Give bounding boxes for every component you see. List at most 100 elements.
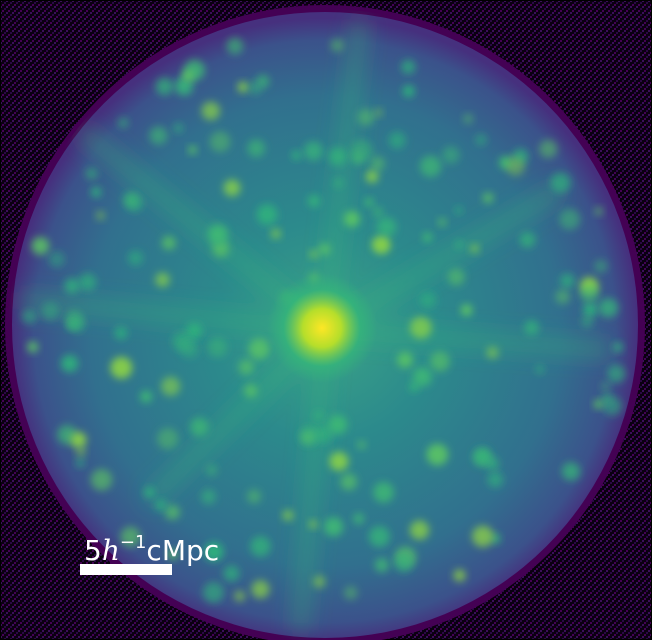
halo <box>248 80 263 95</box>
halo <box>469 243 480 254</box>
halo <box>313 575 326 588</box>
halo <box>27 341 39 353</box>
halo <box>364 197 374 207</box>
halo <box>454 240 464 250</box>
halo <box>161 235 176 250</box>
halo <box>21 309 37 324</box>
halo <box>174 77 194 96</box>
halo <box>580 284 599 304</box>
central-halo <box>267 273 377 383</box>
halo <box>422 232 433 243</box>
halo <box>207 224 228 245</box>
halo <box>333 178 344 189</box>
halo <box>244 384 258 398</box>
scale-bar <box>80 564 172 575</box>
halo <box>560 273 575 289</box>
halo <box>323 517 344 537</box>
halo <box>357 440 366 450</box>
halo <box>186 322 203 339</box>
halo <box>550 172 571 193</box>
halo <box>486 346 499 359</box>
halo <box>250 536 271 557</box>
halo <box>256 204 278 225</box>
unit-symbol: h <box>102 534 120 567</box>
halo <box>368 526 390 548</box>
halo <box>70 432 87 448</box>
halo <box>155 77 174 96</box>
halo <box>581 315 594 328</box>
halo <box>506 156 525 176</box>
halo <box>76 446 86 457</box>
halo <box>374 108 383 117</box>
halo <box>173 123 184 134</box>
halo <box>329 451 349 471</box>
halo <box>309 249 318 259</box>
halo <box>598 298 619 318</box>
halo <box>120 526 141 547</box>
halo <box>291 150 302 161</box>
halo <box>524 320 540 336</box>
unit: cMpc <box>146 534 219 567</box>
halo <box>209 131 231 152</box>
halo <box>519 231 536 248</box>
halo <box>114 326 128 340</box>
halo <box>474 448 491 465</box>
halo <box>482 192 494 204</box>
halo <box>402 85 415 98</box>
halo <box>419 291 436 309</box>
halo <box>308 520 318 529</box>
halo <box>365 170 379 183</box>
halo <box>447 268 465 286</box>
halo <box>343 210 360 227</box>
halo <box>223 179 241 197</box>
halo <box>207 337 228 358</box>
halo <box>118 117 129 129</box>
halo <box>454 206 463 215</box>
halo <box>270 228 281 239</box>
halo <box>594 207 603 216</box>
halo <box>238 359 254 375</box>
halo <box>202 581 224 603</box>
halo <box>453 569 466 582</box>
halo <box>223 565 240 582</box>
halo <box>78 273 97 291</box>
halo <box>328 414 348 435</box>
halo <box>437 217 447 227</box>
halo <box>401 59 416 75</box>
halo <box>140 390 153 403</box>
halo <box>601 393 612 404</box>
halo <box>90 186 102 198</box>
halo <box>374 557 389 573</box>
halo <box>300 430 315 445</box>
halo <box>315 425 333 444</box>
halo <box>539 139 558 159</box>
halo <box>123 191 138 207</box>
exponent: −1 <box>120 532 147 553</box>
halo <box>397 351 414 368</box>
halo <box>409 520 430 540</box>
halo <box>318 243 331 256</box>
halo <box>463 113 473 124</box>
halo <box>313 410 324 421</box>
halo <box>248 338 270 360</box>
halo <box>593 399 603 409</box>
halo <box>155 272 170 288</box>
halo <box>144 486 155 498</box>
halo <box>559 208 581 230</box>
halo <box>251 580 270 599</box>
halo <box>412 367 432 387</box>
halo <box>330 38 344 52</box>
halo <box>41 302 60 321</box>
halo <box>64 278 80 294</box>
halo <box>601 381 611 391</box>
halo <box>373 482 394 503</box>
halo <box>594 259 608 273</box>
halo <box>607 364 626 383</box>
halo <box>167 549 179 560</box>
halo <box>212 240 230 258</box>
halo <box>351 151 365 165</box>
halo <box>376 217 397 237</box>
halo <box>472 525 494 548</box>
halo <box>426 443 449 466</box>
